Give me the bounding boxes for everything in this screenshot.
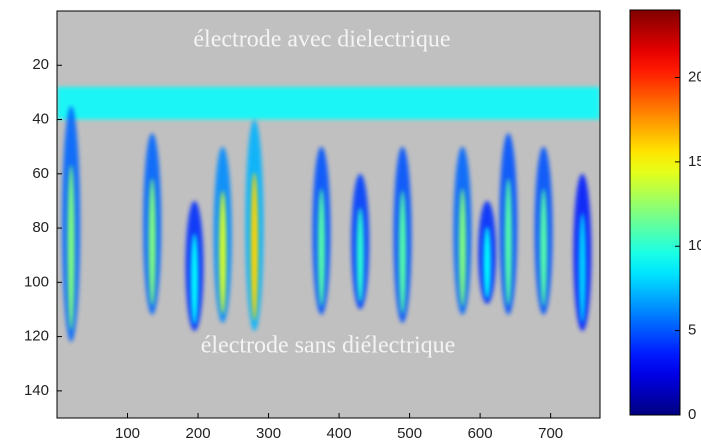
x-tick-label: 500 <box>397 425 422 442</box>
streak-core <box>250 172 258 321</box>
streak <box>185 200 204 332</box>
streak-core <box>483 226 491 299</box>
streak <box>499 133 518 315</box>
colorbar-tick-label: 0 <box>688 406 696 423</box>
streak <box>62 105 81 343</box>
streak-core <box>148 178 156 306</box>
annotation: électrode sans diélectrique <box>201 333 456 359</box>
y-tick-label: 80 <box>32 219 49 236</box>
plot-frame <box>56 10 601 419</box>
x-tick-label: 100 <box>115 425 140 442</box>
streak-core <box>540 188 548 307</box>
streak-core <box>504 178 512 306</box>
streak-core <box>458 188 466 307</box>
streak-core <box>191 233 199 325</box>
x-tick-label: 700 <box>538 425 563 442</box>
annotation: électrode avec dielectrique <box>193 27 450 53</box>
streak <box>351 173 370 310</box>
streak-core <box>399 190 407 315</box>
y-tick-label: 140 <box>24 382 49 399</box>
streak-core <box>67 164 75 331</box>
streak <box>573 173 592 332</box>
streak-core <box>317 188 325 307</box>
streak <box>312 146 331 315</box>
colorbar-tick-label: 5 <box>688 322 696 339</box>
x-tick-label: 400 <box>327 425 352 442</box>
streak <box>453 146 472 315</box>
colorbar-tick-label: 20 <box>688 68 701 85</box>
x-tick-label: 600 <box>468 425 493 442</box>
band <box>57 86 600 120</box>
y-tick-label: 60 <box>32 165 49 182</box>
streak <box>143 133 162 315</box>
streak <box>393 146 412 324</box>
colorbar-tick-label: 10 <box>688 237 701 254</box>
colorbar-tick-label: 15 <box>688 153 701 170</box>
x-tick-label: 200 <box>186 425 211 442</box>
y-tick-label: 120 <box>24 328 49 345</box>
y-tick-label: 40 <box>32 111 49 128</box>
x-tick-label: 300 <box>256 425 281 442</box>
streak-core <box>219 190 227 315</box>
y-tick-label: 20 <box>32 56 49 73</box>
streak <box>534 146 553 315</box>
streak <box>213 146 232 324</box>
y-tick-label: 100 <box>24 273 49 290</box>
streak <box>245 119 264 332</box>
streak-core <box>578 213 586 324</box>
colorbar <box>629 9 681 416</box>
streak <box>478 200 497 305</box>
streak-core <box>356 207 364 303</box>
heatmap <box>57 86 600 343</box>
